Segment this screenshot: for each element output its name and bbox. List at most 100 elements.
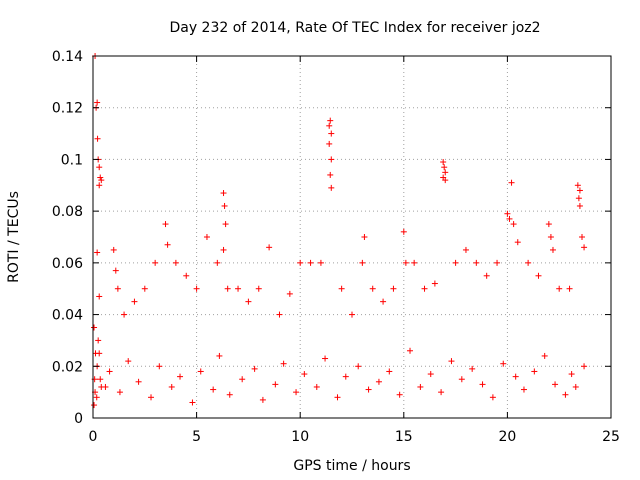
y-tick-label: 0.1 [61,152,83,168]
data-point [272,381,279,388]
data-point [458,376,465,383]
data-point [91,324,98,331]
chart-title: Day 232 of 2014, Rate Of TEC Index for r… [169,20,540,36]
data-point [400,228,407,235]
data-point [390,285,397,292]
data-point [328,156,335,163]
x-tick-label: 5 [192,429,201,445]
data-points [91,53,588,409]
data-point [386,368,393,375]
data-point [327,117,334,124]
data-point [506,215,513,222]
data-point [255,285,262,292]
y-tick-label: 0.06 [52,256,83,272]
data-point [313,383,320,390]
y-tick-label: 0.02 [52,359,83,375]
data-point [417,383,424,390]
data-point [94,135,101,142]
data-point [411,259,418,266]
data-point [193,285,200,292]
data-point [141,285,148,292]
data-point [286,290,293,297]
data-point [322,355,329,362]
data-point [328,184,335,191]
data-point [578,234,585,240]
y-tick-label: 0 [74,411,83,427]
data-point [221,202,228,209]
data-point [96,293,103,300]
grid-lines [93,56,611,418]
data-point [483,272,490,279]
data-point [568,371,575,378]
data-point [97,376,104,383]
data-point [152,259,159,266]
data-point [245,298,252,305]
data-point [342,373,349,380]
x-axis-label: GPS time / hours [293,458,410,474]
data-point [576,187,583,194]
data-point [442,177,449,184]
data-point [547,234,554,240]
x-tick-label: 15 [395,429,413,445]
data-point [541,352,548,359]
data-point [177,373,184,380]
data-point [220,190,227,197]
data-point [469,365,476,372]
data-point [489,394,496,401]
data-point [317,259,324,266]
data-point [96,164,103,171]
data-point [380,298,387,305]
data-point [514,239,521,246]
data-point [349,311,355,318]
y-axis-label: ROTI / TECUs [6,191,22,283]
data-point [224,285,231,292]
data-point [462,246,469,253]
axis-ticks: 0 0.02 0.04 0.06 0.08 0.1 0.12 0.14 0 5 10 15 20 25 [52,49,620,445]
data-point [280,360,287,367]
data-point [440,159,447,166]
data-point [197,368,204,375]
data-point [106,368,113,375]
data-point [355,363,362,370]
data-point [520,386,527,393]
data-point [168,383,175,390]
data-point [210,386,217,393]
data-point [203,234,210,240]
data-point [95,337,102,344]
data-point [361,234,368,240]
data-point [94,99,101,106]
data-point [307,259,314,266]
data-point [535,272,542,279]
data-point [525,259,532,266]
data-point [102,383,109,390]
y-tick-label: 0.04 [52,308,83,324]
data-point [222,221,229,228]
data-point [452,259,459,266]
data-point [164,241,171,248]
data-point [431,280,438,287]
x-tick-label: 25 [602,429,620,445]
data-point [110,246,117,253]
data-point [549,246,556,253]
data-point [91,402,98,409]
data-point [266,244,273,251]
data-point [214,259,221,266]
data-point [338,285,345,292]
data-point [494,259,501,266]
data-point [438,389,445,396]
x-tick-label: 10 [291,429,309,445]
data-point [183,272,190,279]
data-point [375,378,382,385]
data-point [556,285,563,292]
data-point [402,259,409,266]
x-tick-label: 20 [498,429,516,445]
data-point [442,169,449,176]
data-point [259,396,266,403]
data-point [326,140,333,147]
data-point [574,182,581,189]
data-point [427,371,434,378]
x-tick-label: 0 [89,429,98,445]
plot-frame [92,55,612,419]
data-point [365,386,372,393]
